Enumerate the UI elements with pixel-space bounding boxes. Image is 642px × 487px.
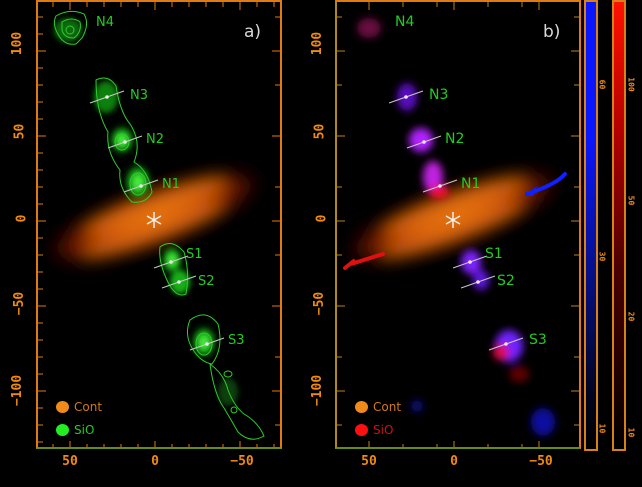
- panel-b-image: N4 N3 N2 N1 S1 S2 S3: [337, 2, 579, 447]
- cbar-red-tick-3: 10: [626, 427, 636, 438]
- y-tick-m100-a: −100: [10, 374, 26, 407]
- x-tick-0-a: 0: [151, 454, 159, 469]
- knot-label-n2-b: N2: [445, 131, 464, 147]
- x-tick-50-b: 50: [361, 454, 377, 469]
- y-tick-m50-b: −50: [312, 291, 328, 316]
- legend-label-sio: SiO: [74, 423, 95, 437]
- cont-swatch-icon: [355, 401, 368, 413]
- cbar-blue-tick-1: 30: [597, 251, 607, 262]
- legend-item-sio: SiO: [56, 423, 94, 437]
- colorbar-red: [612, 0, 626, 451]
- panel-b-velocity-map: N4 N3 N2 N1 S1 S2 S3 b): [335, 0, 581, 449]
- knot-label-s2-b: S2: [497, 273, 515, 289]
- legend-item-cont-b: Cont: [355, 400, 401, 414]
- sio-red-swatch-icon: [355, 424, 368, 436]
- legend-label-sio-b: SiO: [373, 423, 394, 437]
- panel-a-label: a): [244, 22, 262, 42]
- knot-label-n1: N1: [162, 177, 180, 192]
- colorbar-blue: [584, 0, 598, 451]
- x-tick-50-a: 50: [62, 454, 78, 469]
- x-tick-m50-b: −50: [529, 454, 553, 469]
- red-shift-arrow-icon: [343, 252, 385, 270]
- legend-label-cont-b: Cont: [373, 400, 402, 414]
- knot-label-n4-b: N4: [395, 14, 414, 30]
- knot-label-s1: S1: [186, 247, 203, 262]
- knot-label-n1-b: N1: [461, 176, 480, 192]
- knot-label-s3: S3: [228, 333, 245, 348]
- y-tick-m100-b: −100: [310, 374, 326, 407]
- y-tick-100-a: 100: [10, 31, 26, 56]
- cbar-blue-tick-0: 60: [597, 79, 607, 90]
- legend-item-cont: Cont: [56, 400, 102, 414]
- cbar-blue-tick-2: 10: [597, 423, 607, 434]
- knot-label-n3: N3: [130, 88, 148, 103]
- y-tick-0-a: 0: [14, 214, 30, 223]
- y-tick-50-a: 50: [12, 123, 28, 140]
- y-tick-50-b: 50: [312, 123, 328, 140]
- legend-item-sio-b: SiO: [355, 423, 393, 437]
- knot-label-s2: S2: [198, 274, 215, 289]
- legend-label-cont: Cont: [74, 400, 103, 414]
- cbar-red-tick-2: 20: [626, 311, 636, 322]
- cbar-red-tick-1: 50: [626, 195, 636, 206]
- knot-label-n2: N2: [146, 132, 164, 147]
- x-tick-0-b: 0: [450, 454, 458, 469]
- panel-a-sio-map: N4 N3 N2 N1 S1 S2 S3: [36, 0, 282, 449]
- sio-swatch-icon: [56, 424, 69, 436]
- panel-b-label: b): [543, 22, 561, 42]
- cbar-red-tick-0: 100: [626, 77, 636, 92]
- panel-a-image: N4 N3 N2 N1 S1 S2 S3: [38, 2, 280, 447]
- y-tick-100-b: 100: [310, 31, 326, 56]
- knot-label-s1-b: S1: [485, 246, 503, 262]
- y-tick-0-b: 0: [314, 214, 330, 223]
- knot-label-n4: N4: [96, 15, 114, 30]
- cont-swatch-icon: [56, 401, 69, 413]
- x-tick-m50-a: −50: [230, 454, 254, 469]
- knot-label-s3-b: S3: [529, 332, 547, 348]
- central-star-icon: [146, 212, 162, 228]
- knot-label-n3-b: N3: [429, 87, 448, 103]
- central-star-icon: [445, 212, 461, 228]
- y-tick-m50-a: −50: [12, 291, 28, 316]
